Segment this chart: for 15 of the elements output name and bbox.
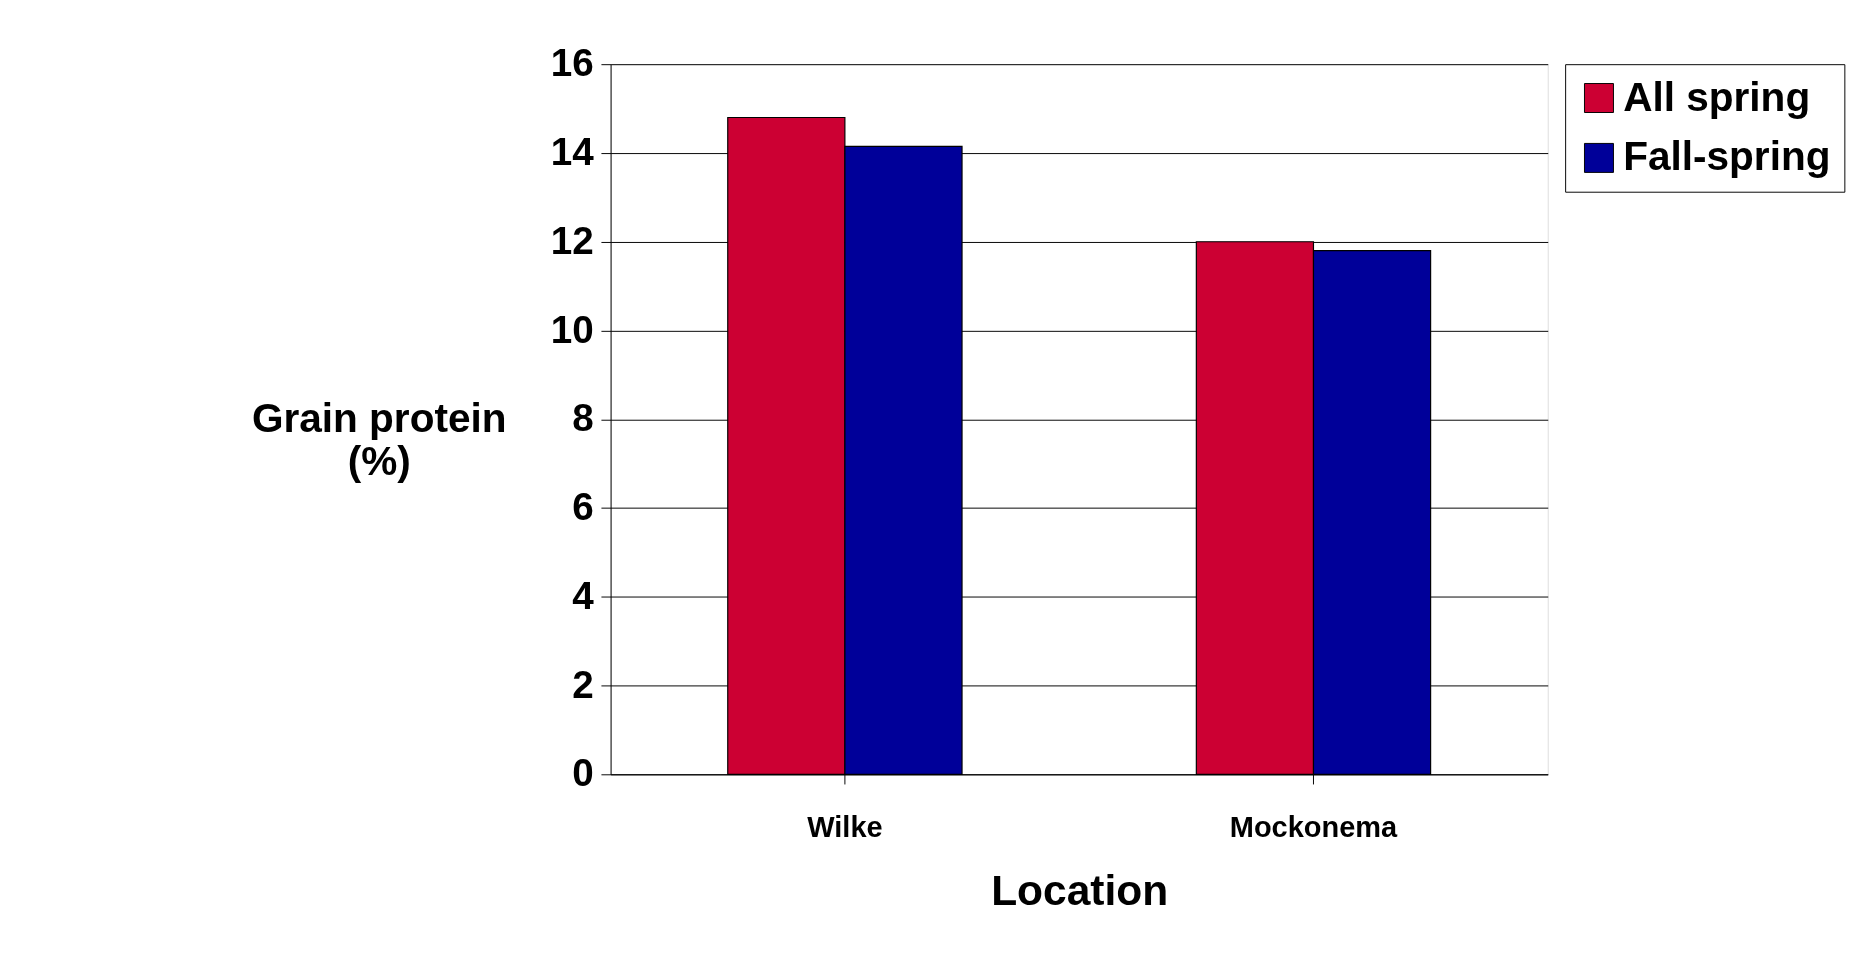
y-tick-label: 2 (572, 662, 594, 706)
y-tick-label: 8 (572, 396, 594, 440)
y-tick-label: 6 (572, 485, 594, 529)
x-axis-title: Location (991, 867, 1169, 915)
y-tick-label: 14 (550, 130, 595, 174)
legend-label: Fall-spring (1623, 133, 1831, 180)
y-tick-label: 10 (550, 307, 594, 351)
legend-label: All spring (1623, 73, 1811, 120)
x-tick-label: Wilke (807, 810, 883, 843)
x-tick-label: Mockonema (1229, 810, 1399, 843)
y-tick-label: 0 (572, 751, 594, 795)
y-axis-title: Grain protein (%) (251, 395, 507, 484)
y-tick-label: 16 (550, 41, 594, 85)
y-tick-label: 12 (550, 218, 594, 262)
y-tick-label: 4 (572, 573, 595, 617)
